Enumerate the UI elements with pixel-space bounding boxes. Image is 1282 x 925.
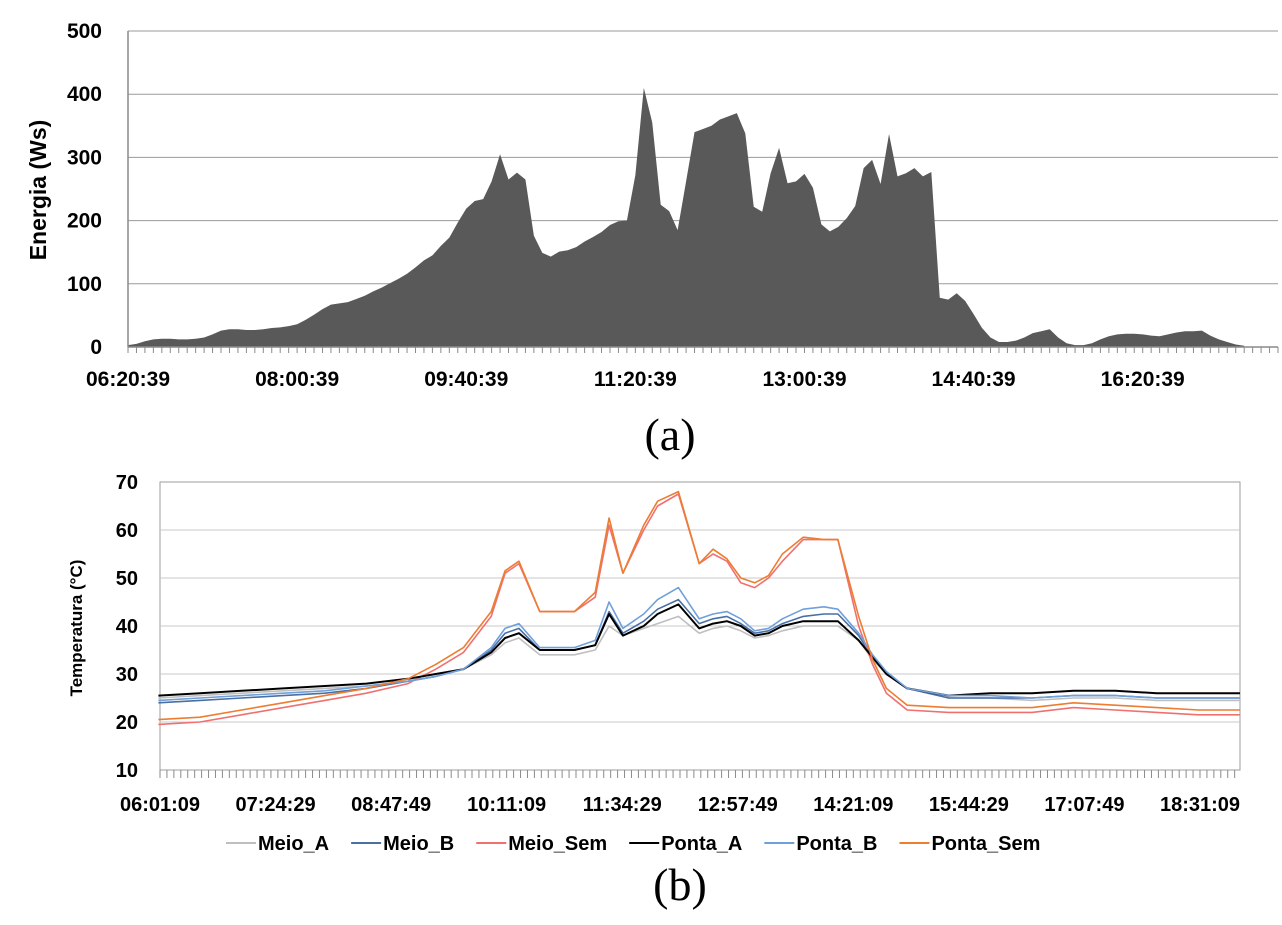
legend-label: Meio_A [258,833,329,855]
temperature-y-tick: 40 [116,616,138,638]
panel-a-caption: (a) [644,409,695,460]
energy-x-minor-ticks [127,347,1279,353]
energy-y-tick: 400 [67,83,102,106]
energy-area [128,87,1245,347]
series-line-meio_b [158,598,1240,704]
energy-x-tick: 06:20:39 [86,368,170,391]
temperature-x-tick-labels: 06:01:09 07:24:29 08:47:49 10:11:09 11:34:29… [120,794,1240,816]
energy-y-tick: 200 [67,210,102,233]
temperature-x-tick: 18:31:09 [1160,794,1240,816]
energy-y-tick: 0 [90,336,102,359]
energy-x-tick: 11:20:39 [594,368,677,391]
energy-x-tick: 16:20:39 [1101,368,1185,391]
legend-label: Ponta_Sem [931,833,1040,855]
temperature-y-tick: 10 [116,760,138,782]
legend-item-ponta_b: Ponta_B [764,833,877,855]
temperature-x-tick: 06:01:09 [120,794,200,816]
legend-label: Meio_B [383,833,454,855]
energy-chart: 0 100 200 300 400 500 06:20:39 08:00:39 09:40:3… [25,20,1279,460]
temperature-y-tick-labels: 10 20 30 40 50 60 70 [116,472,138,782]
panel-b-caption: (b) [653,859,707,910]
energy-x-tick: 14:40:39 [932,368,1016,391]
temperature-x-tick: 07:24:29 [236,794,316,816]
temperature-chart: 10 20 30 40 50 60 70 06:01:09 07:24:29 08:47:49 1… [67,472,1241,910]
legend-item-meio_sem: Meio_Sem [476,833,607,855]
legend-item-ponta_a: Ponta_A [629,833,742,855]
temperature-x-tick: 08:47:49 [351,794,431,816]
temperature-x-tick: 14:21:09 [813,794,893,816]
temperature-y-axis-label: Temperatura (°C) [67,560,86,697]
temperature-y-tick: 30 [116,664,138,686]
energy-y-axis-label: Energia (Ws) [25,120,51,261]
energy-y-tick-labels: 0 100 200 300 400 500 [67,20,102,359]
legend-item-ponta_sem: Ponta_Sem [899,833,1040,855]
temperature-x-minor-ticks [159,770,1236,778]
energy-y-tick: 100 [67,273,102,296]
energy-y-tick: 300 [67,146,102,169]
series-line-meio_sem [158,493,1240,726]
temperature-y-tick: 50 [116,568,138,590]
series-line-ponta_sem [158,490,1240,721]
energy-x-tick: 09:40:39 [424,368,508,391]
temperature-y-tick: 70 [116,472,138,494]
legend-label: Ponta_B [796,833,877,855]
temperature-x-tick: 12:57:49 [698,794,778,816]
temperature-series [158,490,1240,726]
legend-label: Ponta_A [661,833,742,855]
series-line-ponta_b [158,586,1240,702]
temperature-gridlines [160,529,1240,723]
temperature-x-tick: 15:44:29 [929,794,1009,816]
legend-item-meio_b: Meio_B [351,833,454,855]
legend-item-meio_a: Meio_A [226,833,329,855]
temperature-x-tick: 11:34:29 [583,794,662,816]
temperature-x-tick: 10:11:09 [467,794,546,816]
energy-x-tick: 13:00:39 [762,368,846,391]
energy-y-tick: 500 [67,20,102,43]
legend-label: Meio_Sem [508,833,607,855]
energy-x-tick: 08:00:39 [255,368,339,391]
temperature-y-tick: 20 [116,712,138,734]
temperature-x-tick: 17:07:49 [1044,794,1124,816]
temperature-legend: Meio_A Meio_B Meio_Sem Ponta_A Ponta_B Ponta_… [226,833,1040,855]
temperature-y-tick: 60 [116,520,138,542]
energy-x-tick-labels: 06:20:39 08:00:39 09:40:39 11:20:39 13:00:39… [86,368,1185,391]
